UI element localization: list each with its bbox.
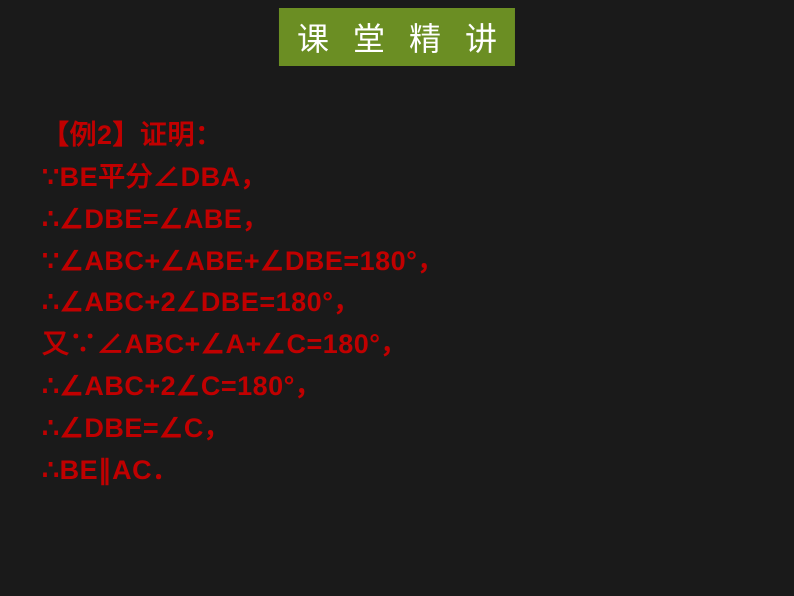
header-char-2: 堂 xyxy=(353,14,385,60)
proof-line-1: 【例2】证明： xyxy=(42,115,752,157)
header-char-3: 精 xyxy=(409,14,441,60)
proof-line-2: ∵BE平分∠DBA， xyxy=(42,157,752,199)
proof-line-4: ∵∠ABC+∠ABE+∠DBE=180°， xyxy=(42,241,752,283)
proof-line-3: ∴∠DBE=∠ABE， xyxy=(42,199,752,241)
header-char-1: 课 xyxy=(297,14,329,60)
proof-line-8: ∴∠DBE=∠C， xyxy=(42,408,752,450)
header-char-4: 讲 xyxy=(465,14,497,60)
header-badge: 课 堂 精 讲 xyxy=(279,8,515,66)
proof-line-6: 又∵∠ABC+∠A+∠C=180°， xyxy=(42,324,752,366)
proof-line-9: ∴BE∥AC． xyxy=(42,450,752,492)
proof-line-7: ∴∠ABC+2∠C=180°， xyxy=(42,366,752,408)
proof-content: 【例2】证明： ∵BE平分∠DBA， ∴∠DBE=∠ABE， ∵∠ABC+∠AB… xyxy=(42,115,752,492)
proof-line-5: ∴∠ABC+2∠DBE=180°， xyxy=(42,282,752,324)
